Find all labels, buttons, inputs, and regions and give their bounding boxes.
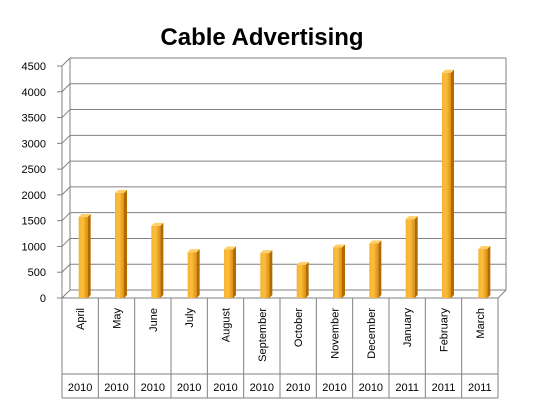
x-year-label: 2010 [286,382,310,394]
x-tick-label: March [475,308,487,339]
x-year-label: 2010 [213,382,237,394]
x-tick-label: November [330,308,342,359]
bar [187,249,200,298]
bar [405,216,418,298]
x-year-label: 2011 [432,382,456,394]
y-tick-label: 0 [40,293,46,305]
bar [78,214,91,298]
bar [442,69,454,298]
x-year-label: 2010 [322,382,346,394]
y-tick-label: 2000 [22,190,46,202]
gridline [61,134,506,144]
x-axis-labels: April 2010 May 2010 June 2010 July 2010 August 20… [61,298,499,399]
x-tick-label: May [112,308,124,329]
y-tick-label: 1000 [22,241,46,253]
y-tick-label: 4500 [22,61,46,73]
gridline [61,160,506,170]
x-tick-label: January [402,308,414,348]
x-year-label: 2010 [250,382,274,394]
x-tick-label: April [75,308,87,330]
bar [260,250,273,298]
bar [296,262,309,298]
y-axis-ticks: 0 500 1000 1500 2000 2500 3000 3500 4000 4500 [22,61,62,305]
bars [78,69,491,298]
x-year-label: 2010 [177,382,201,394]
y-tick-label: 3500 [22,113,46,125]
y-tick-label: 1500 [22,216,46,228]
bar [478,246,491,298]
y-tick-label: 2500 [22,164,46,176]
grid [61,57,506,299]
axes [61,58,507,299]
gridline [61,263,506,273]
bar [224,246,236,298]
bar [369,240,382,298]
x-tick-label: June [148,308,160,332]
x-tick-label: September [257,308,269,362]
chart-title: Cable Advertising [160,24,363,51]
x-tick-label: August [221,308,233,342]
bar [115,189,127,298]
y-tick-label: 3000 [22,138,46,150]
gridline [61,57,506,67]
gridline [61,109,506,118]
gridline [61,83,506,93]
y-tick-label: 500 [28,267,46,279]
x-tick-label: February [439,308,451,353]
gridline [61,212,506,222]
x-year-label: 2011 [468,382,492,394]
x-year-label: 2011 [395,382,419,394]
x-tick-label: July [184,308,196,328]
y-tick-label: 4000 [22,87,46,99]
bar [333,244,345,298]
x-year-label: 2010 [68,382,92,394]
x-tick-label: December [366,308,378,359]
x-year-label: 2010 [141,382,165,394]
bar [151,222,164,298]
x-year-label: 2010 [104,382,128,394]
x-year-label: 2010 [359,382,383,394]
floor-edge [497,289,507,299]
gridline [61,237,506,247]
gridline [61,289,506,299]
gridline [61,186,506,196]
x-tick-label: October [293,308,305,347]
